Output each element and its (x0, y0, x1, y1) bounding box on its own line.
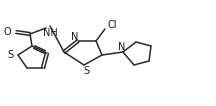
Text: S: S (7, 50, 13, 60)
Text: S: S (83, 66, 89, 76)
Text: O: O (3, 27, 11, 37)
Text: N: N (71, 32, 79, 42)
Text: Cl: Cl (108, 20, 118, 30)
Text: N: N (118, 42, 126, 52)
Text: NH: NH (43, 28, 57, 38)
